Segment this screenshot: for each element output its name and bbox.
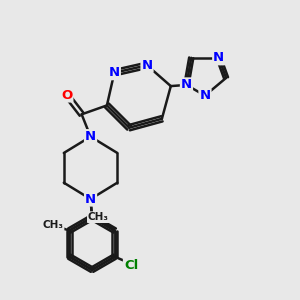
Text: N: N <box>200 89 211 102</box>
Text: CH₃: CH₃ <box>88 212 109 222</box>
Text: N: N <box>181 78 192 92</box>
Text: N: N <box>85 130 96 143</box>
Text: Cl: Cl <box>124 259 138 272</box>
Text: N: N <box>142 59 153 72</box>
Text: N: N <box>213 51 224 64</box>
Text: CH₃: CH₃ <box>43 220 64 230</box>
Text: O: O <box>61 88 72 101</box>
Text: N: N <box>85 193 96 206</box>
Text: N: N <box>109 66 120 79</box>
